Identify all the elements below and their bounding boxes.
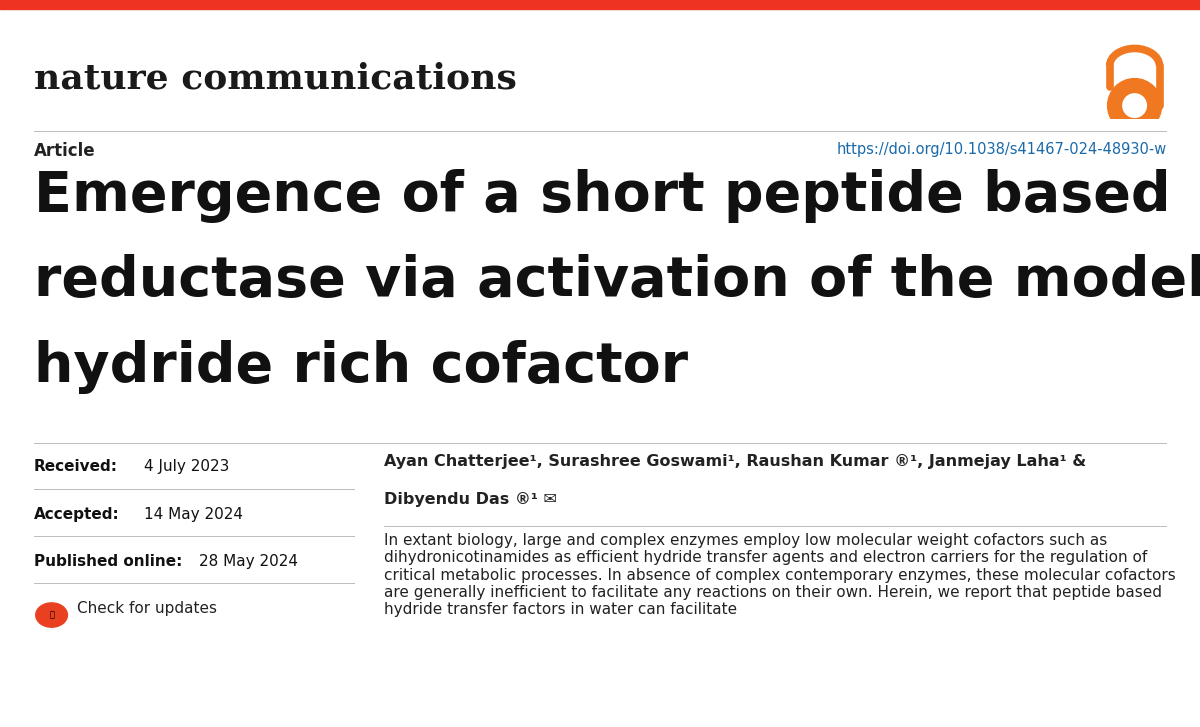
Circle shape [36, 603, 67, 627]
Text: Emergence of a short peptide based: Emergence of a short peptide based [34, 169, 1170, 222]
Text: Accepted:: Accepted: [34, 507, 119, 522]
Text: 28 May 2024: 28 May 2024 [199, 554, 299, 569]
Text: Check for updates: Check for updates [77, 601, 217, 616]
Text: 14 May 2024: 14 May 2024 [144, 507, 242, 522]
Text: In extant biology, large and complex enzymes employ low molecular weight cofacto: In extant biology, large and complex enz… [384, 533, 1176, 617]
Text: Received:: Received: [34, 459, 118, 475]
Text: nature communications: nature communications [34, 62, 516, 96]
Text: Published online:: Published online: [34, 554, 182, 569]
Text: Ayan Chatterjee¹, Surashree Goswami¹, Raushan Kumar ®¹, Janmejay Laha¹ &: Ayan Chatterjee¹, Surashree Goswami¹, Ra… [384, 454, 1086, 470]
Text: 4 July 2023: 4 July 2023 [144, 459, 229, 475]
Circle shape [1123, 94, 1146, 117]
Text: hydride rich cofactor: hydride rich cofactor [34, 340, 688, 394]
Circle shape [1108, 79, 1162, 132]
Text: https://doi.org/10.1038/s41467-024-48930-w: https://doi.org/10.1038/s41467-024-48930… [836, 142, 1166, 157]
Text: reductase via activation of the model: reductase via activation of the model [34, 254, 1200, 308]
Text: 🔍: 🔍 [49, 610, 54, 619]
Text: Article: Article [34, 142, 95, 160]
Text: Dibyendu Das ®¹ ✉: Dibyendu Das ®¹ ✉ [384, 492, 557, 507]
